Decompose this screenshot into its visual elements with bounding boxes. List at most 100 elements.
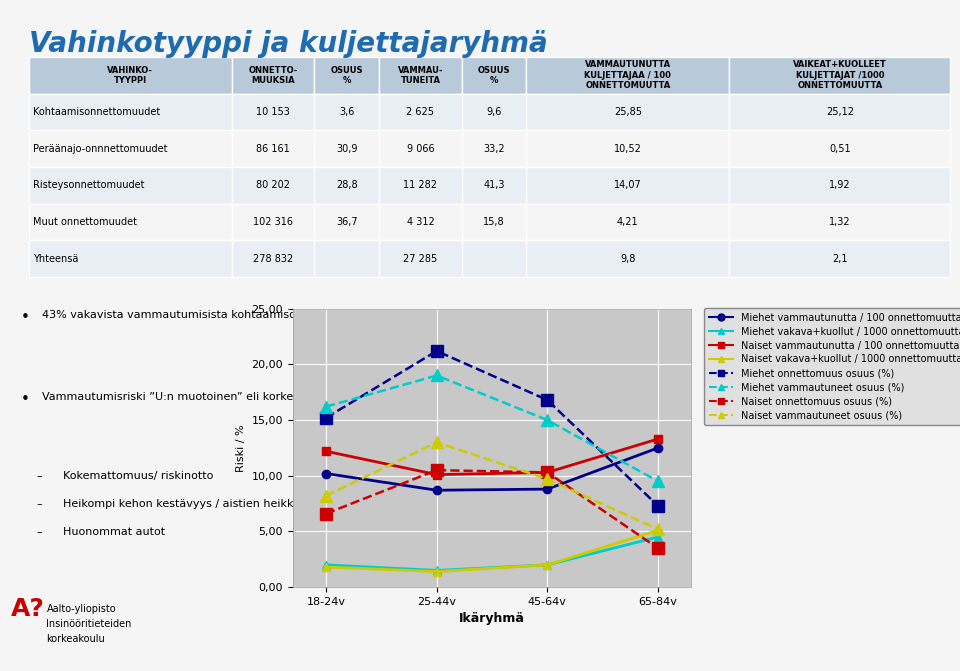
Text: –: – xyxy=(36,527,42,537)
Y-axis label: Riski / %: Riski / % xyxy=(236,424,246,472)
FancyBboxPatch shape xyxy=(379,240,462,277)
Text: A?: A? xyxy=(11,597,44,621)
Text: 10 153: 10 153 xyxy=(256,107,290,117)
FancyBboxPatch shape xyxy=(231,57,315,94)
Text: 4 312: 4 312 xyxy=(407,217,434,227)
Text: Insinööritieteiden: Insinööritieteiden xyxy=(46,619,132,629)
Text: Yhteensä: Yhteensä xyxy=(34,254,79,264)
Text: Aalto-yliopisto: Aalto-yliopisto xyxy=(46,604,116,614)
FancyBboxPatch shape xyxy=(526,203,730,240)
FancyBboxPatch shape xyxy=(231,240,315,277)
FancyBboxPatch shape xyxy=(730,130,950,167)
Text: 28,8: 28,8 xyxy=(336,180,357,191)
FancyBboxPatch shape xyxy=(315,167,379,203)
Text: 25,12: 25,12 xyxy=(826,107,853,117)
FancyBboxPatch shape xyxy=(730,240,950,277)
Text: 3,6: 3,6 xyxy=(339,107,354,117)
Text: –: – xyxy=(36,471,42,481)
Text: 102 316: 102 316 xyxy=(253,217,293,227)
Text: Kokemattomuus/ riskinotto: Kokemattomuus/ riskinotto xyxy=(63,471,214,481)
Text: Vahinkotyyppi ja kuljettajaryhmä: Vahinkotyyppi ja kuljettajaryhmä xyxy=(29,30,547,58)
Text: Heikompi kehon kestävyys / aistien heikkeneminen: Heikompi kehon kestävyys / aistien heikk… xyxy=(63,499,349,509)
FancyBboxPatch shape xyxy=(462,57,526,94)
FancyBboxPatch shape xyxy=(29,130,231,167)
FancyBboxPatch shape xyxy=(379,203,462,240)
FancyBboxPatch shape xyxy=(730,167,950,203)
Text: VAMMAUTUNUTTA
KULJETTAJAA / 100
ONNETTOMUUTTA: VAMMAUTUNUTTA KULJETTAJAA / 100 ONNETTOM… xyxy=(585,60,671,91)
FancyBboxPatch shape xyxy=(231,203,315,240)
Text: OSUUS
%: OSUUS % xyxy=(330,66,363,85)
Text: 86 161: 86 161 xyxy=(256,144,290,154)
FancyBboxPatch shape xyxy=(730,94,950,130)
FancyBboxPatch shape xyxy=(379,130,462,167)
Legend: Miehet vammautunutta / 100 onnettomuutta, Miehet vakava+kuollut / 1000 onnettomu: Miehet vammautunutta / 100 onnettomuutta… xyxy=(704,308,960,425)
FancyBboxPatch shape xyxy=(29,57,231,94)
Text: 25,85: 25,85 xyxy=(613,107,642,117)
FancyBboxPatch shape xyxy=(231,94,315,130)
FancyBboxPatch shape xyxy=(29,203,231,240)
Text: 11 282: 11 282 xyxy=(403,180,438,191)
X-axis label: Ikäryhmä: Ikäryhmä xyxy=(459,613,525,625)
FancyBboxPatch shape xyxy=(315,240,379,277)
Text: 14,07: 14,07 xyxy=(614,180,641,191)
FancyBboxPatch shape xyxy=(462,203,526,240)
Text: •: • xyxy=(20,392,29,407)
FancyBboxPatch shape xyxy=(526,57,730,94)
Text: 9,6: 9,6 xyxy=(487,107,502,117)
Text: OSUUS
%: OSUUS % xyxy=(478,66,511,85)
FancyBboxPatch shape xyxy=(379,94,462,130)
Text: 10,52: 10,52 xyxy=(613,144,642,154)
FancyBboxPatch shape xyxy=(29,167,231,203)
FancyBboxPatch shape xyxy=(315,57,379,94)
Text: 80 202: 80 202 xyxy=(256,180,290,191)
FancyBboxPatch shape xyxy=(315,203,379,240)
Text: Vammautumisriski ”U:n muotoinen” eli korkeampi ikäluokkien päissä: Vammautumisriski ”U:n muotoinen” eli kor… xyxy=(42,392,427,402)
Text: 43% vakavista vammautumisista kohtaamisonnettomuuksia: 43% vakavista vammautumisista kohtaamiso… xyxy=(42,311,380,321)
Text: 41,3: 41,3 xyxy=(484,180,505,191)
Text: 30,9: 30,9 xyxy=(336,144,357,154)
FancyBboxPatch shape xyxy=(526,130,730,167)
FancyBboxPatch shape xyxy=(526,167,730,203)
Text: 4,21: 4,21 xyxy=(617,217,638,227)
Text: Kohtaamisonnettomuudet: Kohtaamisonnettomuudet xyxy=(34,107,160,117)
Text: 36,7: 36,7 xyxy=(336,217,357,227)
Text: 1,92: 1,92 xyxy=(829,180,851,191)
Text: 9 066: 9 066 xyxy=(407,144,434,154)
FancyBboxPatch shape xyxy=(462,130,526,167)
FancyBboxPatch shape xyxy=(526,240,730,277)
FancyBboxPatch shape xyxy=(231,130,315,167)
FancyBboxPatch shape xyxy=(526,94,730,130)
FancyBboxPatch shape xyxy=(315,94,379,130)
FancyBboxPatch shape xyxy=(315,130,379,167)
FancyBboxPatch shape xyxy=(462,240,526,277)
Text: Risteysonnettomuudet: Risteysonnettomuudet xyxy=(34,180,145,191)
Text: 2 625: 2 625 xyxy=(406,107,435,117)
Text: 33,2: 33,2 xyxy=(484,144,505,154)
FancyBboxPatch shape xyxy=(379,167,462,203)
FancyBboxPatch shape xyxy=(462,167,526,203)
Text: VAMMAU-
TUNEITA: VAMMAU- TUNEITA xyxy=(397,66,444,85)
FancyBboxPatch shape xyxy=(29,240,231,277)
Text: Muut onnettomuudet: Muut onnettomuudet xyxy=(34,217,137,227)
Text: 9,8: 9,8 xyxy=(620,254,636,264)
Text: VAIKEAT+KUOLLEET
KULJETTAJAT /1000
ONNETTOMUUTTA: VAIKEAT+KUOLLEET KULJETTAJAT /1000 ONNET… xyxy=(793,60,887,91)
Text: VAHINKO-
TYYPPI: VAHINKO- TYYPPI xyxy=(108,66,154,85)
FancyBboxPatch shape xyxy=(231,167,315,203)
Text: 278 832: 278 832 xyxy=(252,254,293,264)
Text: 1,32: 1,32 xyxy=(829,217,851,227)
FancyBboxPatch shape xyxy=(730,57,950,94)
Text: –: – xyxy=(36,499,42,509)
Text: Huonommat autot: Huonommat autot xyxy=(63,527,165,537)
Text: 27 285: 27 285 xyxy=(403,254,438,264)
FancyBboxPatch shape xyxy=(29,94,231,130)
Text: 15,8: 15,8 xyxy=(484,217,505,227)
Text: •: • xyxy=(20,311,29,325)
FancyBboxPatch shape xyxy=(379,57,462,94)
Text: 0,51: 0,51 xyxy=(829,144,851,154)
Text: Peräänajo-onnnettomuudet: Peräänajo-onnnettomuudet xyxy=(34,144,168,154)
FancyBboxPatch shape xyxy=(730,203,950,240)
Text: 2,1: 2,1 xyxy=(832,254,848,264)
Text: korkeakoulu: korkeakoulu xyxy=(46,634,106,644)
FancyBboxPatch shape xyxy=(462,94,526,130)
Text: ONNETTO-
MUUKSIA: ONNETTO- MUUKSIA xyxy=(249,66,298,85)
